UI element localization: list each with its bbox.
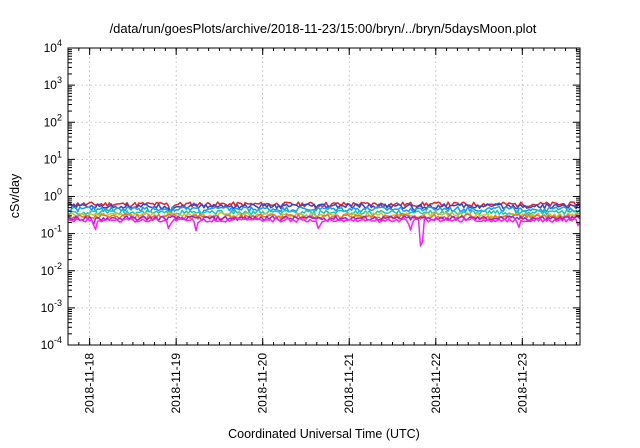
x-tick-label: 2018-11-22 [429,353,443,414]
series-line [67,205,581,216]
chart-title: /data/run/goesPlots/archive/2018-11-23/1… [110,21,537,36]
y-tick-label: 10-2 [41,261,62,278]
y-tick-label: 101 [44,149,62,166]
x-tick-label: 2018-11-19 [169,353,183,414]
x-tick-label: 2018-11-23 [515,353,529,414]
series-line [67,217,581,247]
y-tick-label: 104 [44,38,62,55]
y-axis: 10-4 10-3 10-2 10-1 100 101 102 103 104 [41,38,580,352]
x-tick-label: 2018-11-18 [83,353,97,414]
y-axis-label: cSv/day [8,173,22,218]
series-layer [67,201,581,247]
y-tick-label: 102 [44,112,62,129]
x-tick-label: 2018-11-21 [342,353,356,414]
y-tick-label: 103 [44,75,62,92]
series-line [67,213,581,222]
grid [68,48,580,345]
x-tick-label: 2018-11-20 [256,353,270,414]
x-axis: 2018-11-18 2018-11-19 2018-11-20 2018-11-21… [67,48,577,414]
y-tick-label: 10-4 [41,335,62,352]
y-tick-label: 100 [44,187,62,204]
x-axis-label: Coordinated Universal Time (UTC) [228,427,420,441]
y-tick-label: 10-1 [41,224,62,241]
y-tick-label: 10-3 [41,298,62,315]
